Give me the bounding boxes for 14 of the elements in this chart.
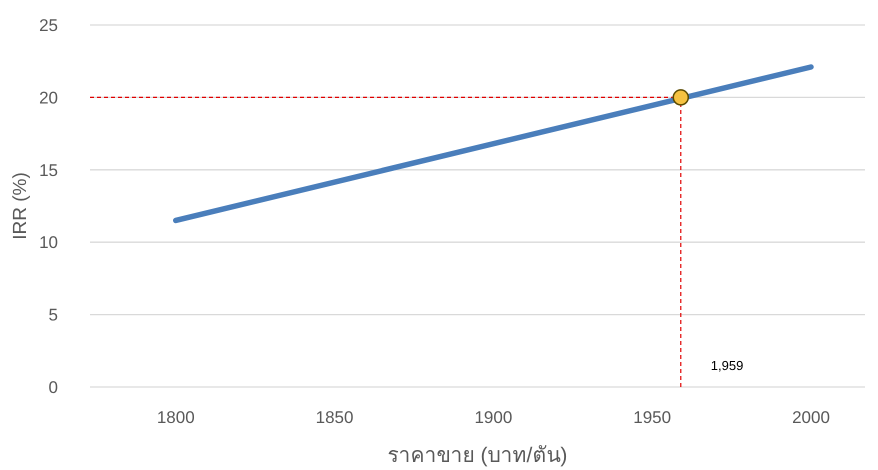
x-tick-label: 1950 [633,408,672,427]
y-tick-label: 20 [39,88,58,108]
x-tick-label: 1850 [316,408,354,427]
y-tick-label: 15 [39,160,58,180]
x-tick-label: 1800 [156,408,195,427]
y-tick-label: 0 [48,378,58,397]
y-axis-title: IRR (%) [10,172,31,240]
y-tick-label: 10 [39,233,58,252]
y-tick-label: 25 [39,16,58,35]
x-tick-label: 2000 [792,408,830,427]
y-tick-label: 5 [48,306,58,325]
x-axis-title: ราคาขาย (บาท/ตัน) [388,444,568,467]
x-tick-label: 1900 [474,408,512,427]
ref-line-label: 1,959 [710,358,744,373]
